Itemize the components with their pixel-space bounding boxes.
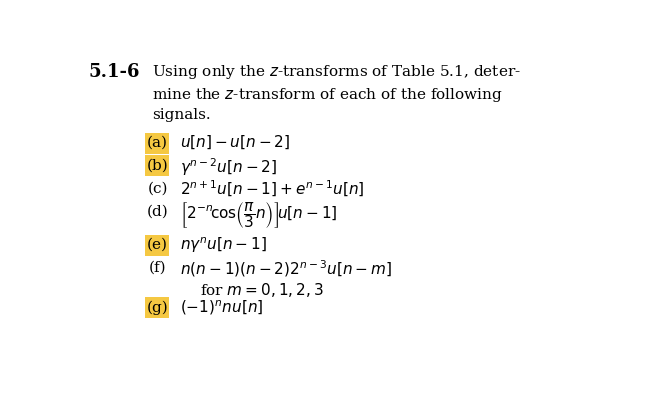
Text: (g): (g) (147, 301, 168, 315)
Text: $u[n]-u[n-2]$: $u[n]-u[n-2]$ (180, 133, 290, 151)
FancyBboxPatch shape (145, 133, 168, 154)
Text: 5.1-6: 5.1-6 (89, 63, 140, 81)
Text: $\gamma^{n-2}u[n-2]$: $\gamma^{n-2}u[n-2]$ (180, 156, 277, 178)
Text: (f): (f) (149, 261, 167, 275)
Text: $\left[2^{-n}\!\cos\!\left(\dfrac{\pi}{3}n\right)\right]\!u[n-1]$: $\left[2^{-n}\!\cos\!\left(\dfrac{\pi}{3… (180, 200, 338, 230)
FancyBboxPatch shape (145, 235, 168, 256)
Text: for $m=0,1,2,3$: for $m=0,1,2,3$ (200, 281, 323, 299)
Text: signals.: signals. (152, 108, 211, 122)
Text: (b): (b) (147, 159, 168, 173)
Text: $n\gamma^{n}u[n-1]$: $n\gamma^{n}u[n-1]$ (180, 235, 267, 255)
Text: (c): (c) (148, 182, 168, 195)
Text: (e): (e) (147, 238, 168, 252)
Text: (d): (d) (147, 204, 168, 218)
Text: $(-1)^{n}nu[n]$: $(-1)^{n}nu[n]$ (180, 298, 264, 317)
FancyBboxPatch shape (145, 297, 168, 319)
Text: $2^{n+1}u[n-1]+e^{n-1}u[n]$: $2^{n+1}u[n-1]+e^{n-1}u[n]$ (180, 179, 365, 199)
Text: (a): (a) (147, 136, 168, 150)
Text: $n(n-1)(n-2)2^{n-3}u[n-m]$: $n(n-1)(n-2)2^{n-3}u[n-m]$ (180, 258, 393, 279)
Text: Using only the $z$-transforms of Table 5.1, deter-: Using only the $z$-transforms of Table 5… (152, 63, 521, 81)
FancyBboxPatch shape (145, 155, 168, 176)
Text: mine the $z$-transform of each of the following: mine the $z$-transform of each of the fo… (152, 86, 503, 104)
